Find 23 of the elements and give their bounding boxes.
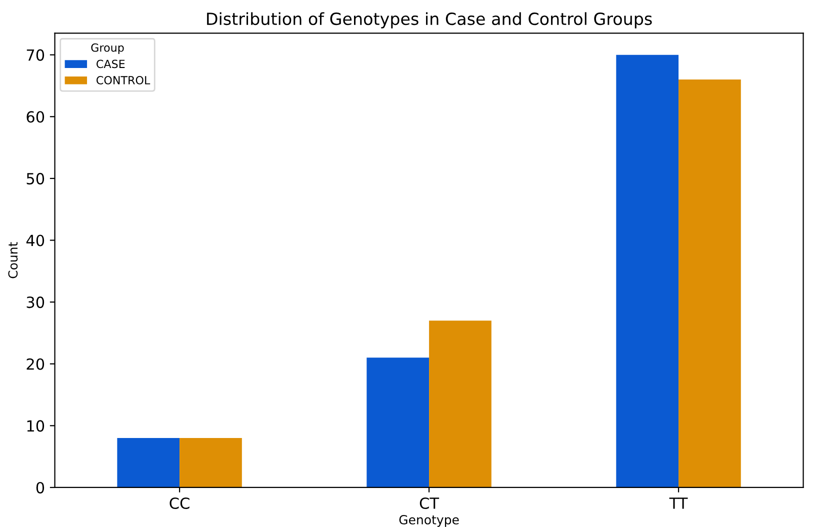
x-tick-label: CC: [170, 497, 190, 510]
bar: [429, 320, 492, 488]
x-tick-label: CT: [420, 497, 440, 510]
y-tick-label: 70: [26, 49, 44, 61]
legend-label: CASE: [96, 60, 125, 68]
y-tick-label: 0: [36, 482, 44, 494]
bar: [678, 80, 741, 488]
y-tick-label: 10: [27, 420, 44, 432]
bar: [117, 438, 180, 488]
y-tick-label: 40: [26, 234, 44, 246]
x-axis-title: Genotype: [399, 514, 459, 527]
x-tick-label: TT: [669, 498, 688, 509]
legend-label: CONTROL: [96, 76, 150, 84]
y-tick-label: 20: [26, 358, 44, 370]
y-tick-label: 50: [26, 172, 44, 184]
bar: [616, 54, 679, 488]
chart-title: Distribution of Genotypes in Case and Control Groups: [207, 12, 652, 28]
y-tick-label: 60: [26, 111, 44, 123]
legend-title: Group: [91, 43, 124, 54]
bar: [180, 438, 242, 488]
y-tick-label: 30: [26, 296, 44, 308]
y-axis-title: Count: [8, 242, 18, 278]
bar: [366, 358, 430, 488]
